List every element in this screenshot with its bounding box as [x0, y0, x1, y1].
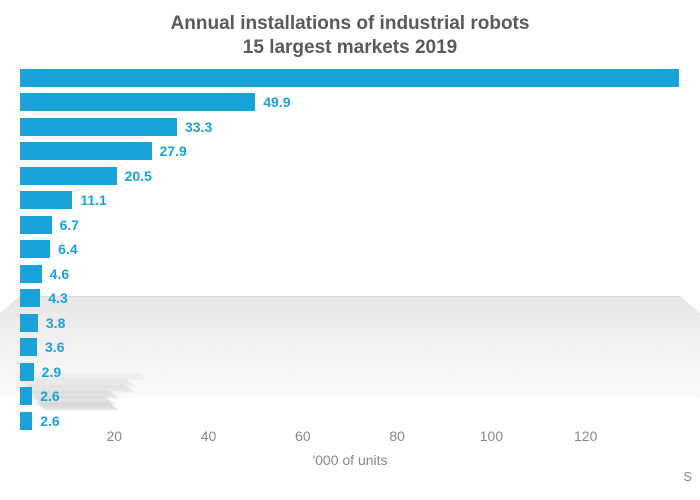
bar-row: 2.6	[20, 384, 680, 408]
bar-value-label: 2.6	[40, 388, 59, 404]
bar-value-label: 49.9	[263, 94, 290, 110]
bar-fill	[20, 387, 32, 405]
bar-value-label: 6.4	[58, 241, 77, 257]
bar-row: 6.7	[20, 213, 680, 237]
plot-area: 49.9 33.3 27.9 20.5 11.16.7 6.4 4.6 4.3 3.8 3.6 2.…	[20, 66, 680, 426]
bar-fill	[20, 216, 52, 234]
title-line-2: 15 largest markets 2019	[20, 36, 680, 60]
bar-fill	[20, 314, 38, 332]
bar-fill	[20, 118, 177, 136]
bar-value-label: 3.8	[46, 315, 65, 331]
bar-row: 4.6	[20, 262, 680, 286]
bars-group: 49.9 33.3 27.9 20.5 11.16.7 6.4 4.6 4.3 3.8 3.6 2.…	[20, 66, 680, 434]
x-axis-label: '000 of units	[312, 452, 387, 468]
bar-value-label: 4.3	[48, 290, 67, 306]
bar-row: 27.9	[20, 139, 680, 163]
bar-value-label: 4.6	[50, 266, 69, 282]
bar-fill	[20, 69, 680, 87]
bar-row: 3.8	[20, 311, 680, 335]
bar-row: 33.3	[20, 115, 680, 139]
bar-fill	[20, 363, 34, 381]
bar-value-label: 2.9	[42, 364, 61, 380]
chart-container: Annual installations of industrial robot…	[0, 0, 700, 500]
bar-fill	[20, 338, 37, 356]
bar-fill	[20, 240, 50, 258]
x-tick: 120	[574, 428, 597, 444]
x-tick: 60	[295, 428, 311, 444]
bar-fill	[20, 265, 42, 283]
bar-row: 49.9	[20, 90, 680, 114]
x-tick: 20	[106, 428, 122, 444]
chart-title: Annual installations of industrial robot…	[20, 12, 680, 60]
bar-row: 3.6	[20, 335, 680, 359]
x-axis: '000 of units 20 40 60 80 100 120	[20, 428, 680, 478]
bar-value-label: 27.9	[160, 143, 187, 159]
x-tick: 100	[480, 428, 503, 444]
title-line-1: Annual installations of industrial robot…	[20, 12, 680, 36]
bar-row: 6.4	[20, 237, 680, 261]
x-tick: 80	[389, 428, 405, 444]
bar-value-label: 6.7	[60, 217, 79, 233]
x-tick: 40	[201, 428, 217, 444]
bar-value-label: 11.1	[80, 192, 106, 208]
bar-row: 4.3	[20, 286, 680, 310]
bar-value-label: 3.6	[45, 339, 64, 355]
bar-value-label: 2.6	[40, 413, 59, 429]
bar-row	[20, 66, 680, 90]
bar-value-label: 20.5	[125, 168, 152, 184]
bar-fill	[20, 191, 72, 209]
bar-fill	[20, 93, 255, 111]
bar-fill	[20, 167, 117, 185]
bar-fill	[20, 142, 152, 160]
bar-fill	[20, 289, 40, 307]
bar-row: 20.5	[20, 164, 680, 188]
bar-value-label: 33.3	[185, 119, 212, 135]
bar-row: 2.9	[20, 360, 680, 384]
bar-row: 11.1	[20, 188, 680, 212]
source-fragment: S	[683, 469, 692, 484]
